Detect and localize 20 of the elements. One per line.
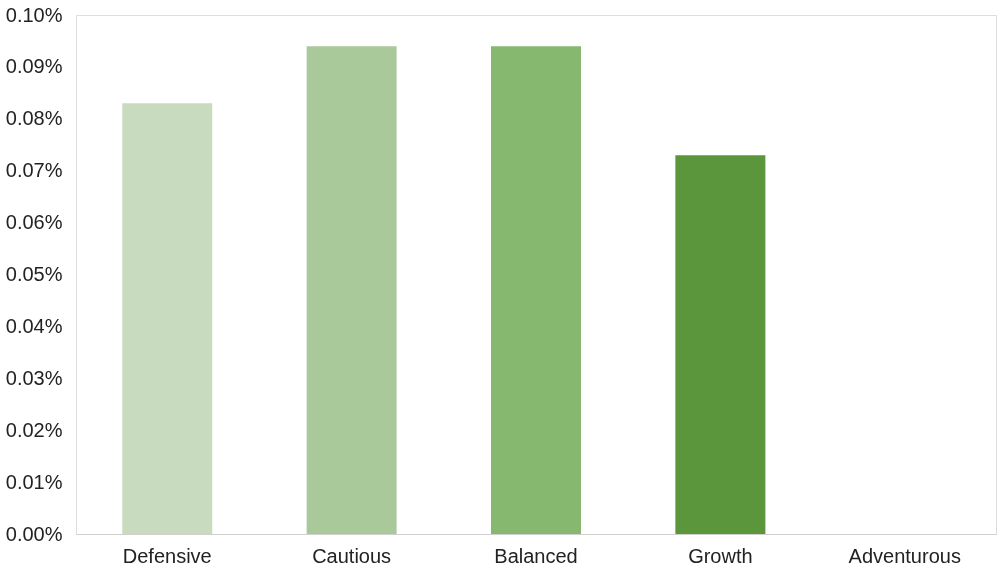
bar [491,46,581,534]
bar [122,103,213,534]
y-tick-label: 0.06% [5,211,63,234]
y-tick-label: 0.05% [5,263,63,285]
y-tick-label: 0.00% [5,522,63,545]
y-tick-label: 0.02% [5,418,63,441]
y-tick-label: 0.10% [5,3,63,26]
y-tick-label: 0.09% [5,55,63,78]
x-tick-label: Adventurous [848,544,961,567]
y-tick-label: 0.07% [5,159,63,182]
x-tick-label: Cautious [312,544,392,567]
y-tick-label: 0.04% [5,314,63,337]
x-tick-label: Balanced [494,544,578,567]
x-tick-label: Growth [688,544,753,567]
y-tick-label: 0.08% [5,107,63,130]
y-tick-label: 0.03% [5,366,63,389]
bar [306,46,397,534]
bar [675,155,766,534]
x-tick-label: Defensive [122,544,212,567]
y-tick-label: 0.01% [5,470,63,493]
